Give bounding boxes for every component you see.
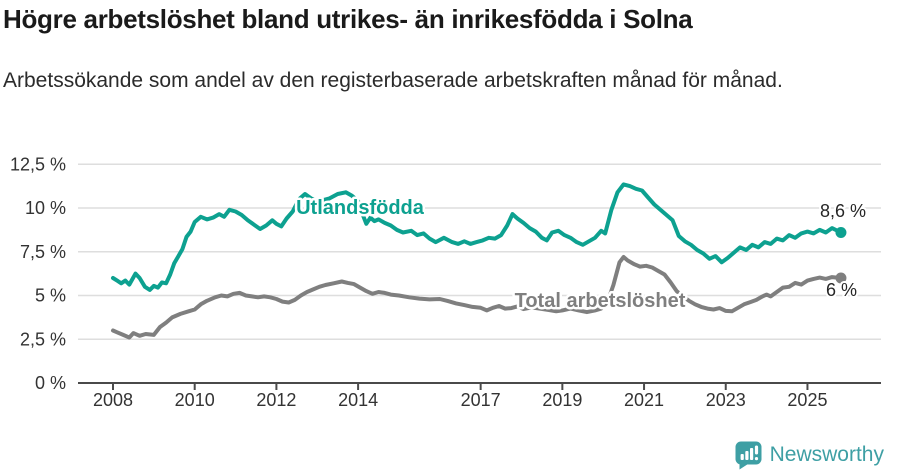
series-end-dot-1 [835,272,847,284]
x-axis-label: 2019 [542,390,582,410]
y-axis-label: 0 % [35,373,66,393]
series-line-0 [111,182,843,292]
x-axis-label: 2010 [175,390,215,410]
brand-name: Newsworthy [769,443,884,466]
series-label-1: Total arbetslöshet [515,290,686,312]
y-axis-label: 7,5 % [20,242,66,262]
y-axis-label: 10 % [25,198,66,218]
x-axis-label: 2017 [461,390,501,410]
chart-title: Högre arbetslöshet bland utrikes- än inr… [3,4,693,34]
y-axis-label: 2,5 % [20,329,66,349]
x-axis-label: 2021 [624,390,664,410]
series-end-value-1: 6 % [826,280,857,300]
brand-footer[interactable]: Newsworthy [735,440,884,470]
newsworthy-logo-icon [735,441,762,469]
x-axis-label: 2008 [93,390,133,410]
x-axis-label: 2023 [706,390,746,410]
x-axis-label: 2012 [256,390,296,410]
x-axis-label: 2025 [787,390,827,410]
chart-subtitle: Arbetssökande som andel av den registerb… [3,69,783,92]
series-label-0: Utlandsfödda [296,197,425,219]
series-end-dot-0 [835,227,847,238]
y-axis-label: 12,5 % [10,154,66,174]
series-end-value-0: 8,6 % [820,201,866,221]
series-line-1 [111,255,843,340]
x-axis-label: 2014 [338,390,378,410]
y-axis-label: 5 % [35,286,66,306]
